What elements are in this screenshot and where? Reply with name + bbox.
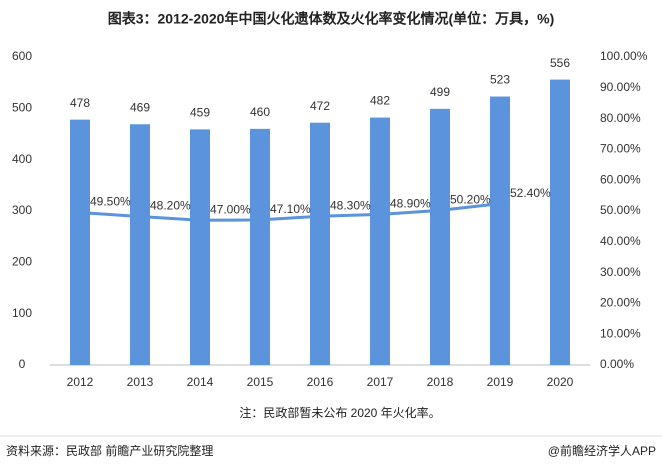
bar [490, 96, 510, 365]
y-tick-label: 100 [12, 306, 32, 320]
line-value-label: 47.00% [210, 202, 251, 216]
x-tick-label: 2019 [487, 375, 514, 389]
x-tick-label: 2018 [427, 375, 454, 389]
bar-value-label: 472 [310, 99, 330, 113]
chart-note: 注：民政部暂未公布 2020 年火化率。 [239, 405, 440, 420]
y-tick-label: 400 [12, 152, 32, 166]
y2-tick-label: 0.00% [600, 357, 634, 371]
y2-tick-label: 50.00% [600, 203, 641, 217]
bar [190, 129, 210, 365]
bar [70, 119, 90, 365]
y-tick-label: 600 [12, 49, 32, 63]
y2-tick-label: 80.00% [600, 111, 641, 125]
bar-value-label: 482 [370, 94, 390, 108]
x-tick-label: 2020 [547, 375, 574, 389]
chart-brand: @前瞻经济学人APP [548, 443, 656, 458]
y2-tick-label: 10.00% [600, 326, 641, 340]
x-tick-label: 2016 [307, 375, 334, 389]
line-value-label: 48.30% [330, 198, 371, 212]
line-value-label: 47.10% [270, 202, 311, 216]
bar [370, 117, 390, 365]
x-tick-label: 2015 [247, 375, 274, 389]
chart-source: 资料来源：民政部 前瞻产业研究院整理 [6, 443, 213, 458]
y-tick-label: 0 [19, 357, 26, 371]
y2-tick-label: 90.00% [600, 80, 641, 94]
y2-tick-label: 40.00% [600, 234, 641, 248]
bar-value-label: 478 [70, 96, 90, 110]
line-value-label: 48.90% [390, 197, 431, 211]
y-tick-label: 200 [12, 255, 32, 269]
y2-tick-label: 20.00% [600, 296, 641, 310]
bar [310, 122, 330, 365]
bar-value-label: 556 [550, 56, 570, 70]
bar-value-label: 523 [490, 73, 510, 87]
line-value-label: 52.40% [510, 186, 551, 200]
chart-title: 图表3：2012-2020年中国火化遗体数及火化率变化情况(单位：万具，%) [108, 11, 555, 27]
line-value-label: 48.20% [150, 199, 191, 213]
y2-tick-label: 30.00% [600, 265, 641, 279]
line-value-label: 50.20% [450, 193, 491, 207]
bar [550, 79, 570, 365]
y-tick-label: 500 [12, 101, 32, 115]
x-tick-label: 2014 [187, 375, 214, 389]
y-tick-label: 300 [12, 203, 32, 217]
bar-value-label: 499 [430, 85, 450, 99]
bar [250, 128, 270, 365]
bar [430, 108, 450, 365]
y2-tick-label: 100.00% [600, 49, 648, 63]
bar-value-label: 469 [130, 100, 150, 114]
x-tick-label: 2013 [127, 375, 154, 389]
bar-value-label: 460 [250, 105, 270, 119]
bar-value-label: 459 [190, 106, 210, 120]
line-value-label: 49.50% [90, 195, 131, 209]
y2-tick-label: 70.00% [600, 142, 641, 156]
x-tick-label: 2012 [67, 375, 94, 389]
y2-tick-label: 60.00% [600, 172, 641, 186]
bar [130, 124, 150, 365]
line [79, 202, 501, 222]
x-tick-label: 2017 [367, 375, 394, 389]
